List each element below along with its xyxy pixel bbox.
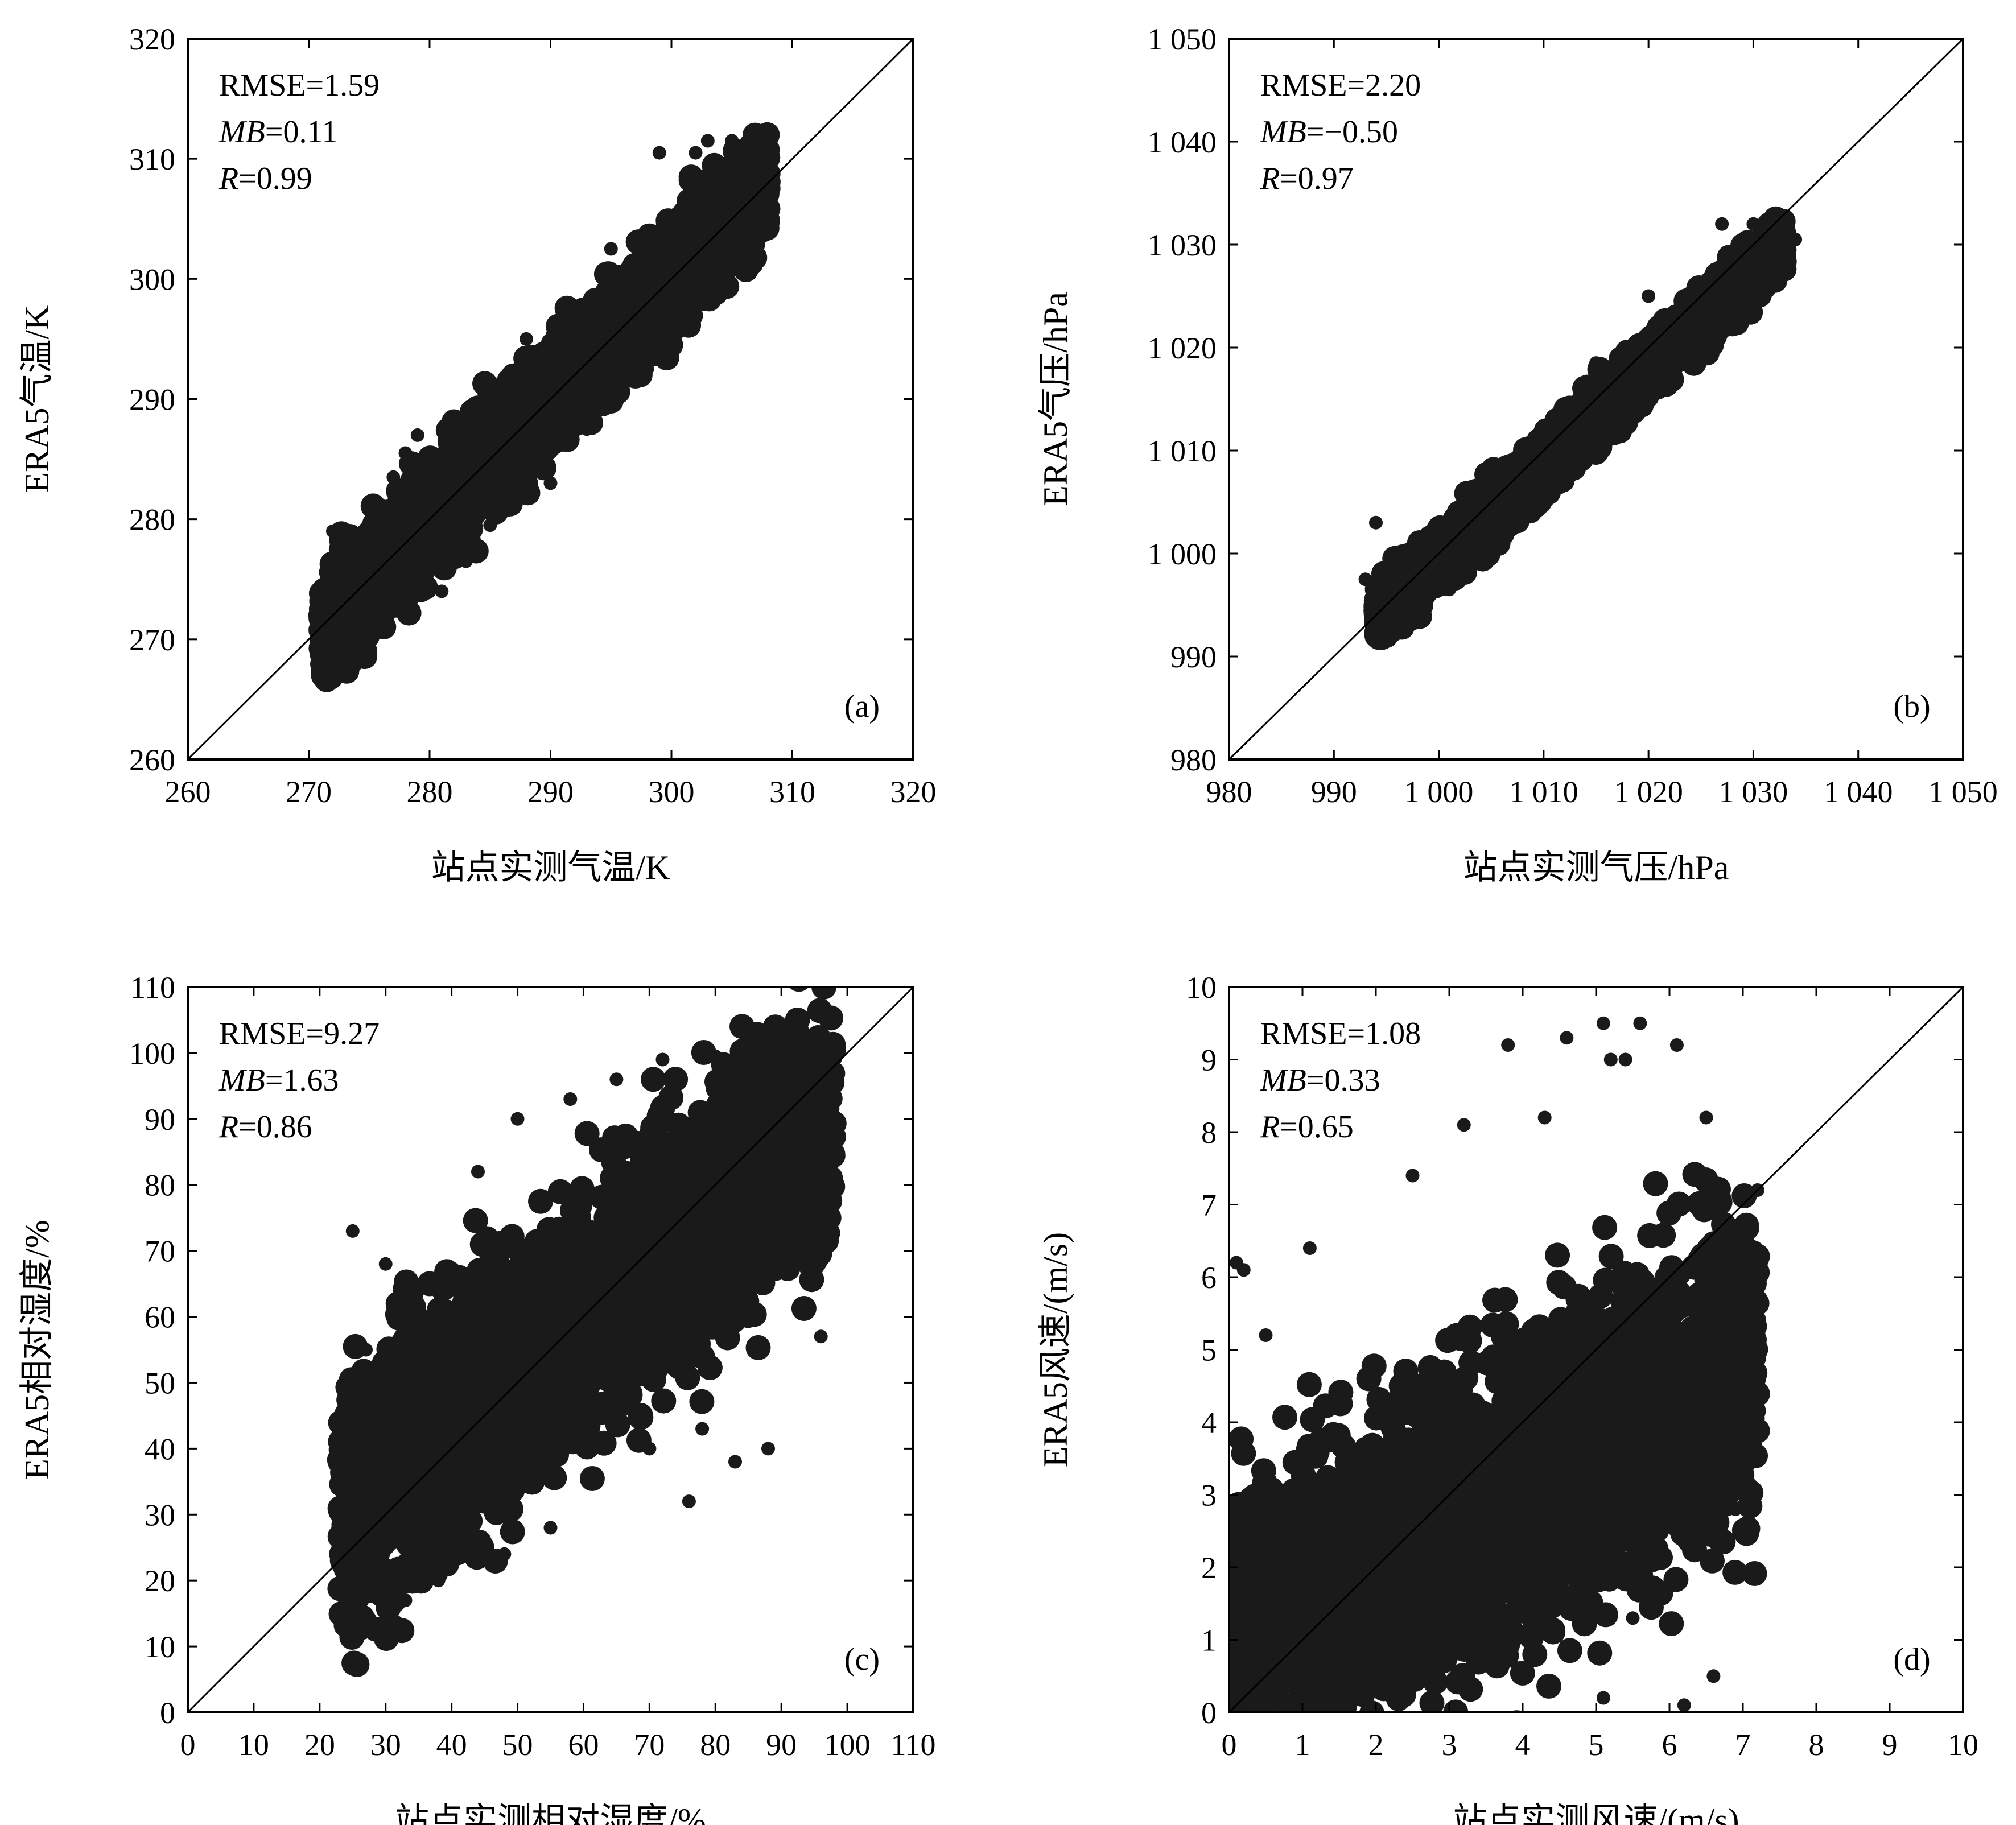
x-tick-label: 280 <box>407 775 453 809</box>
scatter-point <box>338 645 352 658</box>
scatter-point <box>439 535 464 561</box>
scatter-point <box>572 331 597 356</box>
scatter-point <box>733 257 758 282</box>
stat-mb: MB=0.11 <box>218 114 337 150</box>
scatter-point <box>543 476 558 490</box>
scatter-point <box>326 524 340 538</box>
scatter-point <box>645 339 671 365</box>
scatter-point <box>447 417 473 442</box>
scatter-point <box>692 243 718 269</box>
scatter-point <box>621 283 646 308</box>
scatter-point <box>391 588 417 614</box>
scatter-point <box>352 644 377 670</box>
scatter-point <box>641 268 666 294</box>
stat-r: R=0.99 <box>218 161 312 196</box>
scatter-point <box>700 134 715 148</box>
scatter-point <box>519 379 545 405</box>
scatter-point <box>604 242 618 256</box>
scatter-point <box>539 358 564 384</box>
scatter-point <box>314 639 339 664</box>
scatter-point <box>686 269 711 294</box>
scatter-point <box>665 212 678 226</box>
scatter-point <box>682 201 708 227</box>
scatter-point <box>374 518 388 532</box>
scatter-point <box>685 224 711 250</box>
scatter-point <box>632 302 658 328</box>
scatter-point <box>442 459 467 485</box>
scatter-point <box>435 584 449 598</box>
scatter-points <box>308 122 781 692</box>
x-tick-label: 270 <box>286 775 332 809</box>
reference-line <box>187 38 914 761</box>
scatter-point <box>664 224 690 249</box>
scatter-point <box>407 546 433 572</box>
scatter-point <box>625 229 651 255</box>
y-tick-label: 260 <box>129 743 175 777</box>
x-tick-label: 320 <box>890 775 937 809</box>
scatter-point <box>689 146 703 160</box>
scatter-point <box>371 614 397 640</box>
scatter-point <box>386 470 401 484</box>
scatter-point <box>603 360 628 386</box>
scatter-point <box>755 137 780 162</box>
x-axis-title: 站点实测气温/K <box>431 849 670 886</box>
scatter-point <box>398 446 413 460</box>
scatter-point <box>716 215 741 241</box>
scatter-point <box>713 284 727 298</box>
chart-panel-2: 980 990 1 000 1 010 1 020 1 030 1 040 1 0509809… <box>1037 22 1998 886</box>
scatter-point <box>386 541 412 567</box>
y-tick-label: 300 <box>129 262 175 296</box>
scatter-point <box>410 428 424 442</box>
scatter-point <box>360 493 386 519</box>
y-tick-label: 280 <box>129 503 175 537</box>
scatter-point <box>390 516 415 542</box>
scatter-point <box>483 518 497 532</box>
y-tick-label: 270 <box>129 623 175 657</box>
y-tick-label: 320 <box>129 22 175 56</box>
scatter-point <box>494 410 520 436</box>
scatter-point <box>368 571 394 596</box>
scatter-point <box>493 435 519 461</box>
scatter-point <box>350 626 364 641</box>
x-tick-label: 290 <box>527 775 574 809</box>
scatter-point <box>541 382 566 407</box>
scatter-point <box>424 485 450 510</box>
scatter-point <box>313 586 339 612</box>
x-tick-label: 310 <box>769 775 815 809</box>
scatter-point <box>616 266 630 280</box>
scatter-point <box>562 364 587 389</box>
scatter-point <box>459 554 473 568</box>
scatter-point <box>603 330 628 356</box>
stat-rmse: RMSE=1.59 <box>219 68 380 103</box>
scatter-point <box>568 308 582 322</box>
scatter-point <box>737 146 751 160</box>
scatter-point <box>535 428 561 454</box>
scatter-point <box>580 422 594 436</box>
scatter-point <box>566 386 591 411</box>
scatter-point <box>640 362 654 376</box>
scatter-points <box>1358 206 1803 650</box>
panel-label: (a) <box>844 689 880 724</box>
y-tick-label: 310 <box>129 142 175 176</box>
scatter-point <box>344 539 369 565</box>
scatter-point <box>593 261 619 287</box>
scatter-point <box>652 146 666 160</box>
scatter-point <box>465 448 491 473</box>
x-tick-label: 300 <box>649 775 695 809</box>
scatter-point <box>670 252 695 278</box>
y-tick-label: 290 <box>129 383 175 417</box>
scatter-point <box>484 469 509 495</box>
scatter-point <box>520 332 533 346</box>
scatter-point <box>665 326 678 340</box>
scatter-point <box>332 601 358 626</box>
y-axis-title: ERA5气温/K <box>18 305 56 493</box>
scatter-point <box>651 304 677 330</box>
scatter-point <box>420 521 446 546</box>
scatter-point <box>483 404 497 418</box>
x-tick-label: 260 <box>165 775 211 809</box>
chart-panel-1: 260 270 280 290 300 310 320 260 270 280 290 300 310 3… <box>18 22 937 886</box>
scatter-point <box>719 166 745 191</box>
scatter-point <box>725 134 739 148</box>
